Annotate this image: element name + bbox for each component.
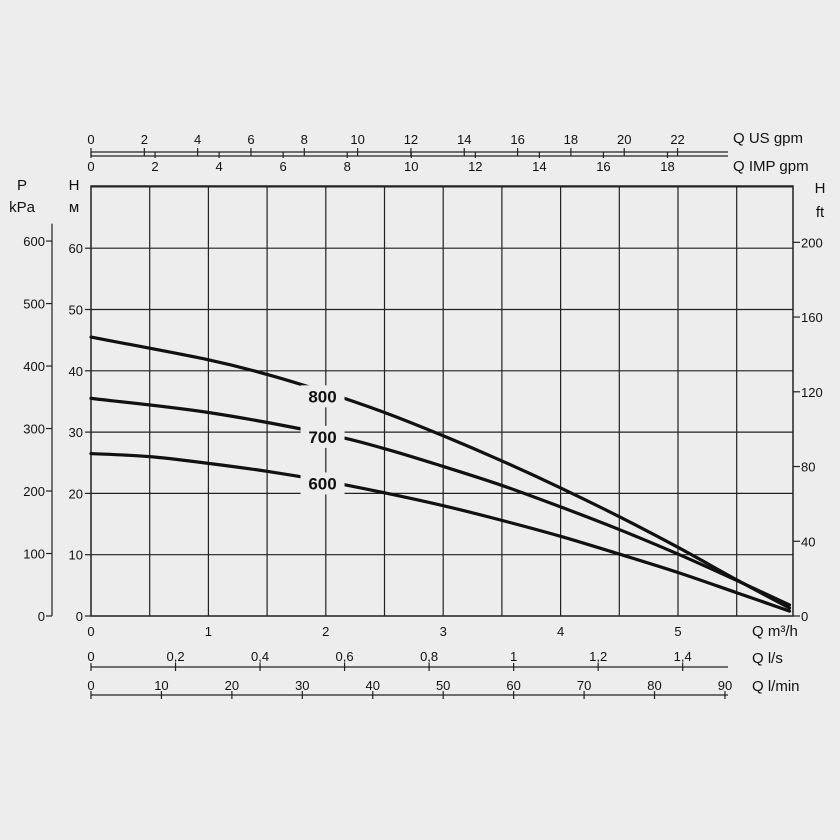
head-ft-tick-label: 200	[801, 235, 823, 250]
head-m-tick-label: 50	[69, 303, 83, 318]
us-gpm-axis-tick-label: 0	[87, 132, 94, 147]
us-gpm-axis-tick-label: 22	[670, 132, 684, 147]
chart-grid	[90, 185, 794, 617]
axis-labels: Q US gpm Q IMP gpm Q m³/h Q l/s Q l/min …	[9, 130, 825, 695]
curve-800	[89, 335, 792, 610]
head-ft-axis-label: H	[815, 180, 826, 197]
lmin-axis-tick-label: 70	[577, 678, 591, 693]
pressure-tick-label: 200	[23, 484, 45, 499]
curve-label-bg	[300, 472, 345, 495]
imp-gpm-tick-label: 6	[280, 159, 287, 174]
head-m-axis-unit: м	[69, 199, 79, 216]
flow-m3h-tick-label: 4	[557, 624, 564, 639]
curve-label-700: 700	[308, 428, 336, 447]
pressure-tick-label: 300	[23, 422, 45, 437]
lmin-axis-tick-label: 0	[87, 678, 94, 693]
imp-gpm-tick-label: 12	[468, 159, 482, 174]
ls-axis-tick-label: 0,2	[166, 649, 184, 664]
us-gpm-axis-tick-label: 10	[350, 132, 364, 147]
lmin-axis-tick-label: 20	[225, 678, 239, 693]
pressure-tick-label: 100	[23, 547, 45, 562]
ls-axis-tick-label: 1,2	[589, 649, 607, 664]
head-ft-tick-label: 120	[801, 385, 823, 400]
lmin-axis-tick-label: 60	[506, 678, 520, 693]
curve-label-bg	[300, 425, 345, 448]
pressure-tick-label: 400	[23, 359, 45, 374]
us-gpm-axis-tick-label: 14	[457, 132, 471, 147]
curve-label-600: 600	[308, 474, 336, 493]
top-axis-unit-imp-gpm: Q IMP gpm	[733, 158, 809, 175]
us-gpm-axis-tick-label: 12	[404, 132, 418, 147]
pressure-axis-label: P	[17, 177, 27, 194]
head-ft-tick-label: 160	[801, 310, 823, 325]
top-axis-unit-us-gpm: Q US gpm	[733, 130, 803, 147]
ls-axis-tick-label: 0	[87, 649, 94, 664]
us-gpm-axis-tick-label: 8	[301, 132, 308, 147]
head-m-tick-label: 10	[69, 548, 83, 563]
pressure-tick-label: 600	[23, 234, 45, 249]
us-gpm-axis-tick-label: 20	[617, 132, 631, 147]
imp-gpm-tick-label: 10	[404, 159, 418, 174]
head-m-axis-label: H	[69, 177, 80, 194]
pump-curves: 800 700 600	[89, 335, 792, 613]
ls-axis-tick-label: 1	[510, 649, 517, 664]
flow-m3h-tick-label: 3	[440, 624, 447, 639]
imp-gpm-tick-label: 18	[660, 159, 674, 174]
pressure-tick-label: 500	[23, 297, 45, 312]
ls-axis-tick-label: 1,4	[674, 649, 692, 664]
us-gpm-axis-tick-label: 2	[141, 132, 148, 147]
lmin-axis-tick-label: 80	[647, 678, 661, 693]
flow-m3h-tick-label: 0	[87, 624, 94, 639]
head-m-tick-label: 30	[69, 425, 83, 440]
head-m-tick-label: 20	[69, 486, 83, 501]
imp-gpm-tick-label: 8	[344, 159, 351, 174]
head-ft-tick-label: 80	[801, 460, 815, 475]
ls-axis-tick-label: 0,4	[251, 649, 269, 664]
ls-axis-tick-label: 0,8	[420, 649, 438, 664]
imp-gpm-tick-label: 2	[151, 159, 158, 174]
pressure-tick-label: 0	[38, 609, 45, 624]
us-gpm-axis-tick-label: 4	[194, 132, 201, 147]
ls-axis-tick-label: 0,6	[336, 649, 354, 664]
curve-600	[89, 451, 792, 613]
lmin-axis-tick-label: 30	[295, 678, 309, 693]
head-m-tick-label: 40	[69, 364, 83, 379]
plot-frame	[90, 185, 794, 617]
bottom-axis-unit-ls: Q l/s	[752, 650, 783, 667]
imp-gpm-tick-label: 14	[532, 159, 546, 174]
lmin-axis-tick-label: 90	[718, 678, 732, 693]
flow-m3h-tick-label: 2	[322, 624, 329, 639]
chart-axes: 0102030405060010020030040050060004080120…	[23, 132, 823, 699]
bottom-axis-unit-m3h: Q m³/h	[752, 623, 798, 640]
curve-label-bg	[300, 385, 345, 408]
head-ft-axis-unit: ft	[816, 204, 825, 221]
head-ft-tick-label: 0	[801, 609, 808, 624]
lmin-axis-tick-label: 50	[436, 678, 450, 693]
head-ft-tick-label: 40	[801, 534, 815, 549]
pressure-axis-unit: kPa	[9, 199, 36, 216]
head-m-tick-label: 0	[76, 609, 83, 624]
flow-m3h-tick-label: 5	[674, 624, 681, 639]
us-gpm-axis-tick-label: 18	[564, 132, 578, 147]
us-gpm-axis-tick-label: 6	[247, 132, 254, 147]
flow-m3h-tick-label: 1	[205, 624, 212, 639]
us-gpm-axis-tick-label: 16	[510, 132, 524, 147]
head-m-tick-label: 60	[69, 241, 83, 256]
lmin-axis-tick-label: 10	[154, 678, 168, 693]
lmin-axis-tick-label: 40	[366, 678, 380, 693]
imp-gpm-tick-label: 16	[596, 159, 610, 174]
curve-700	[89, 396, 792, 607]
bottom-axis-unit-lmin: Q l/min	[752, 678, 800, 695]
imp-gpm-tick-label: 4	[215, 159, 222, 174]
imp-gpm-tick-label: 0	[87, 159, 94, 174]
curve-label-800: 800	[308, 387, 336, 406]
